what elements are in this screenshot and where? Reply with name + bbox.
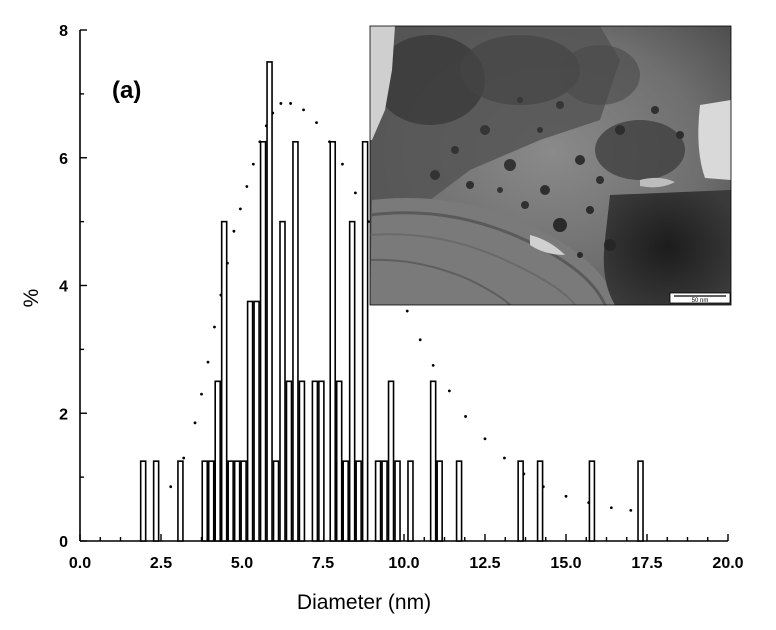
y-tick-label: 8 xyxy=(59,23,68,40)
histogram-bar xyxy=(272,460,280,542)
histogram-bar xyxy=(259,140,267,542)
x-tick-label: 12.5 xyxy=(469,555,500,572)
x-tick-label: 17.5 xyxy=(631,555,662,572)
histogram-bar xyxy=(177,460,184,542)
fit-curve-point xyxy=(341,162,344,166)
fit-curve-point xyxy=(503,456,506,460)
x-tick-label: 5.0 xyxy=(231,555,253,572)
fit-curve-point xyxy=(609,506,613,510)
bars xyxy=(139,61,644,542)
histogram-bar xyxy=(387,380,395,542)
histogram-bar xyxy=(342,460,349,542)
y-tick-label: 0 xyxy=(59,534,68,551)
x-tick-label: 7.5 xyxy=(312,555,334,572)
histogram-bar xyxy=(318,380,325,542)
y-ticks: 0 2 4 6 8 xyxy=(59,23,87,551)
fit-curve-point xyxy=(245,185,249,188)
fit-curve-point xyxy=(169,485,173,489)
fit-curve-point xyxy=(182,456,186,460)
histogram-bar xyxy=(214,380,221,542)
fit-curve-point xyxy=(232,229,236,233)
histogram-bar xyxy=(220,220,228,542)
scale-bar-label: 50 nm xyxy=(692,298,709,304)
histogram-bar xyxy=(394,460,401,542)
fit-curve-point xyxy=(238,207,242,211)
histogram-bar xyxy=(201,460,209,542)
histogram-bar xyxy=(285,380,293,542)
histogram-bar xyxy=(266,61,273,542)
x-tick-label: 2.5 xyxy=(150,555,172,572)
fit-curve-point xyxy=(289,102,292,105)
histogram-bar xyxy=(311,380,319,542)
histogram-bar xyxy=(246,300,254,542)
histogram-bar xyxy=(381,460,388,542)
histogram-bar xyxy=(374,460,382,542)
fit-curve-point xyxy=(200,392,203,396)
fit-curve-point xyxy=(447,389,451,393)
histogram-bar xyxy=(536,460,544,542)
fit-curve-point xyxy=(279,102,283,105)
histogram-bar xyxy=(335,380,343,542)
fit-curve-point xyxy=(302,108,305,112)
y-axis-title: % xyxy=(20,289,43,308)
x-axis-title: Diameter (nm) xyxy=(297,591,431,614)
y-tick-label: 2 xyxy=(59,406,68,423)
histogram-bar xyxy=(279,220,286,542)
fit-curve-point xyxy=(193,421,197,425)
fit-curve-point xyxy=(418,338,422,342)
histogram-bar xyxy=(348,220,356,542)
histogram-bar xyxy=(207,460,215,542)
fit-curve-point xyxy=(405,309,409,313)
histogram-bar xyxy=(233,460,241,542)
histogram-bar xyxy=(298,380,306,542)
fit-curve-point xyxy=(483,437,487,441)
x-tick-label: 15.0 xyxy=(550,555,581,572)
x-tick-label: 10.0 xyxy=(388,555,419,572)
histogram-bar xyxy=(152,460,160,542)
histogram-bar xyxy=(227,460,234,542)
histogram-bar xyxy=(361,140,369,542)
histogram-bar xyxy=(436,460,443,542)
histogram-bar xyxy=(139,460,147,542)
histogram-bar xyxy=(355,460,362,542)
fit-curve-point xyxy=(629,508,633,512)
histogram-bar xyxy=(429,380,437,542)
fit-curve-point xyxy=(251,162,255,166)
fit-curve-point xyxy=(206,360,210,364)
y-tick-label: 6 xyxy=(59,151,68,168)
fit-curve-point xyxy=(464,415,467,418)
tem-inset-image: 50 nm xyxy=(369,25,732,306)
histogram-bar xyxy=(292,140,299,542)
histogram-bar xyxy=(240,460,247,542)
x-tick-label: 20.0 xyxy=(712,555,743,572)
histogram-bar xyxy=(588,460,596,542)
fit-curve-point xyxy=(354,191,357,195)
panel-label: (a) xyxy=(112,77,141,104)
histogram-bar xyxy=(253,300,260,542)
fit-curve-point xyxy=(213,325,216,329)
fit-curve-point xyxy=(564,494,568,498)
histogram-bar xyxy=(407,460,414,542)
fit-curve-point xyxy=(315,121,318,125)
histogram-bar xyxy=(455,460,463,542)
histogram-bar xyxy=(329,140,337,542)
fit-curve-point xyxy=(431,363,435,367)
x-tick-label: 0.0 xyxy=(69,555,91,572)
histogram-bar xyxy=(637,460,644,542)
histogram-bar xyxy=(517,460,524,542)
y-tick-label: 4 xyxy=(59,279,68,296)
